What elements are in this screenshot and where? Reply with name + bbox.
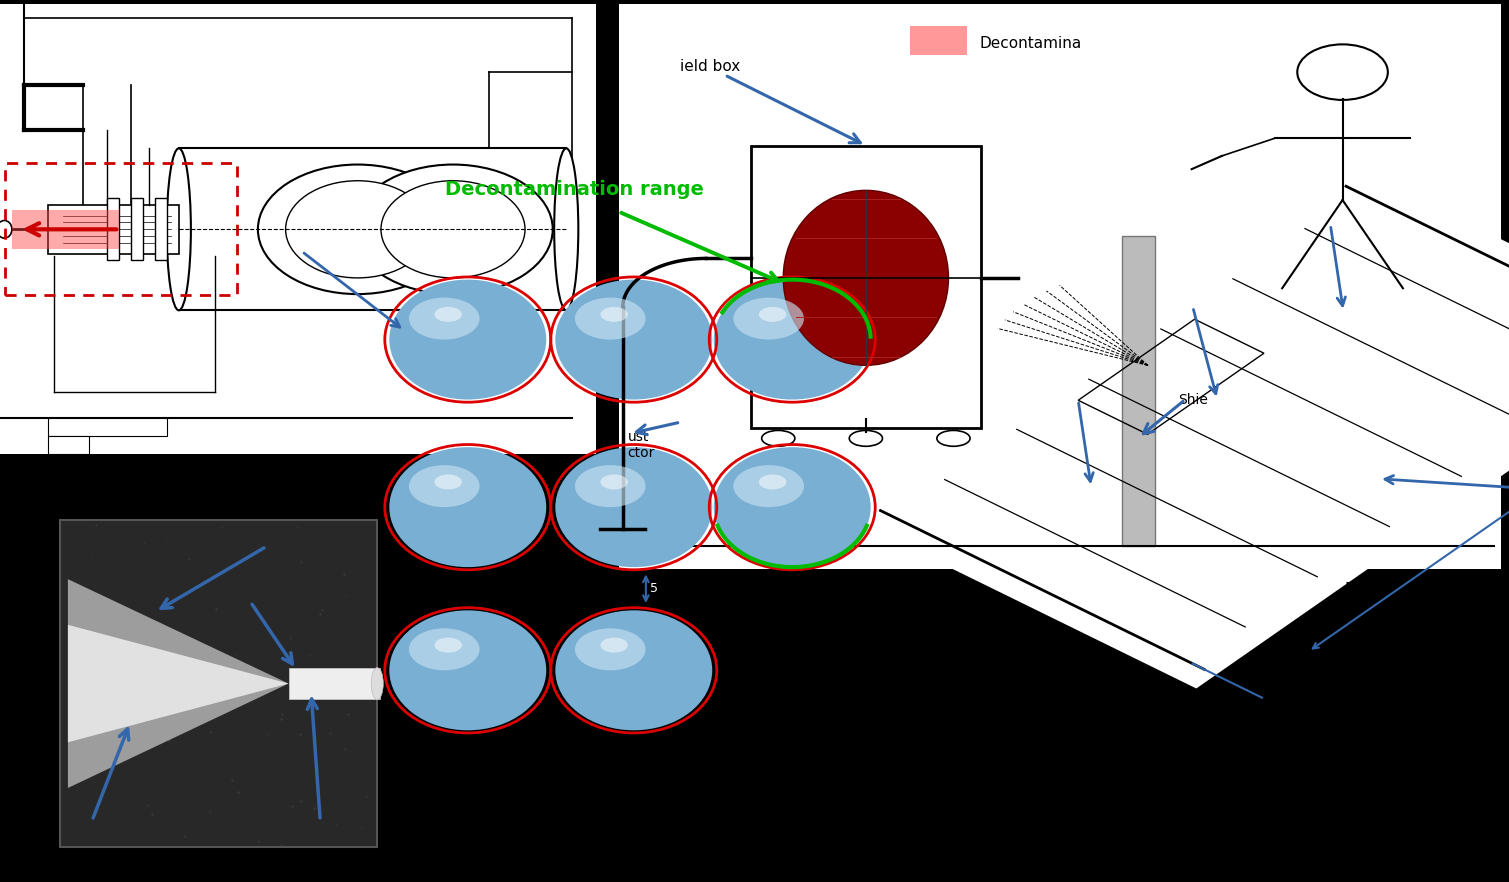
- Bar: [131, 198, 143, 260]
- Text: ield box: ield box: [681, 59, 741, 74]
- Ellipse shape: [759, 475, 786, 490]
- Text: Decontamina: Decontamina: [979, 36, 1082, 51]
- Text: ust
ctor: ust ctor: [628, 430, 655, 460]
- Bar: [48, 205, 178, 254]
- Bar: [5, 163, 237, 295]
- Bar: [60, 520, 377, 847]
- Bar: [1121, 235, 1154, 546]
- Bar: [288, 668, 380, 699]
- Ellipse shape: [435, 638, 462, 653]
- Ellipse shape: [601, 307, 628, 322]
- Ellipse shape: [575, 297, 646, 340]
- Ellipse shape: [435, 307, 462, 322]
- Bar: [48, 418, 167, 436]
- Ellipse shape: [783, 191, 949, 365]
- Text: 3mm: 3mm: [1506, 534, 1509, 549]
- Ellipse shape: [371, 668, 383, 699]
- Ellipse shape: [1298, 44, 1388, 100]
- Ellipse shape: [389, 447, 546, 567]
- Bar: [155, 198, 167, 260]
- Ellipse shape: [714, 447, 871, 567]
- Bar: [107, 198, 119, 260]
- Ellipse shape: [285, 181, 430, 278]
- Bar: [619, 4, 1501, 569]
- Ellipse shape: [409, 628, 480, 670]
- Ellipse shape: [850, 430, 883, 446]
- Ellipse shape: [389, 280, 546, 400]
- Polygon shape: [850, 167, 1509, 689]
- Ellipse shape: [555, 280, 712, 400]
- Ellipse shape: [353, 165, 552, 294]
- Ellipse shape: [555, 447, 712, 567]
- Ellipse shape: [937, 430, 970, 446]
- Ellipse shape: [733, 465, 804, 507]
- Bar: [910, 26, 967, 56]
- Ellipse shape: [733, 297, 804, 340]
- Ellipse shape: [435, 475, 462, 490]
- Ellipse shape: [762, 430, 795, 446]
- Ellipse shape: [0, 220, 12, 238]
- Polygon shape: [68, 624, 288, 743]
- Ellipse shape: [759, 307, 786, 322]
- Ellipse shape: [380, 181, 525, 278]
- Ellipse shape: [714, 280, 871, 400]
- Ellipse shape: [555, 610, 712, 730]
- Ellipse shape: [575, 628, 646, 670]
- Bar: [751, 146, 981, 428]
- Ellipse shape: [601, 638, 628, 653]
- Bar: [178, 148, 566, 310]
- Ellipse shape: [601, 475, 628, 490]
- Ellipse shape: [258, 165, 457, 294]
- Bar: [12, 210, 119, 249]
- Text: Blas: Blas: [1345, 582, 1376, 597]
- Polygon shape: [68, 579, 288, 788]
- Text: Shie: Shie: [1177, 392, 1207, 407]
- Ellipse shape: [389, 610, 546, 730]
- Ellipse shape: [166, 148, 190, 310]
- Text: Decontamination range: Decontamination range: [445, 180, 705, 199]
- Ellipse shape: [575, 465, 646, 507]
- Text: 5: 5: [650, 582, 658, 595]
- Bar: [0, 4, 596, 454]
- Ellipse shape: [409, 465, 480, 507]
- Ellipse shape: [554, 148, 578, 310]
- Ellipse shape: [409, 297, 480, 340]
- Bar: [48, 436, 89, 453]
